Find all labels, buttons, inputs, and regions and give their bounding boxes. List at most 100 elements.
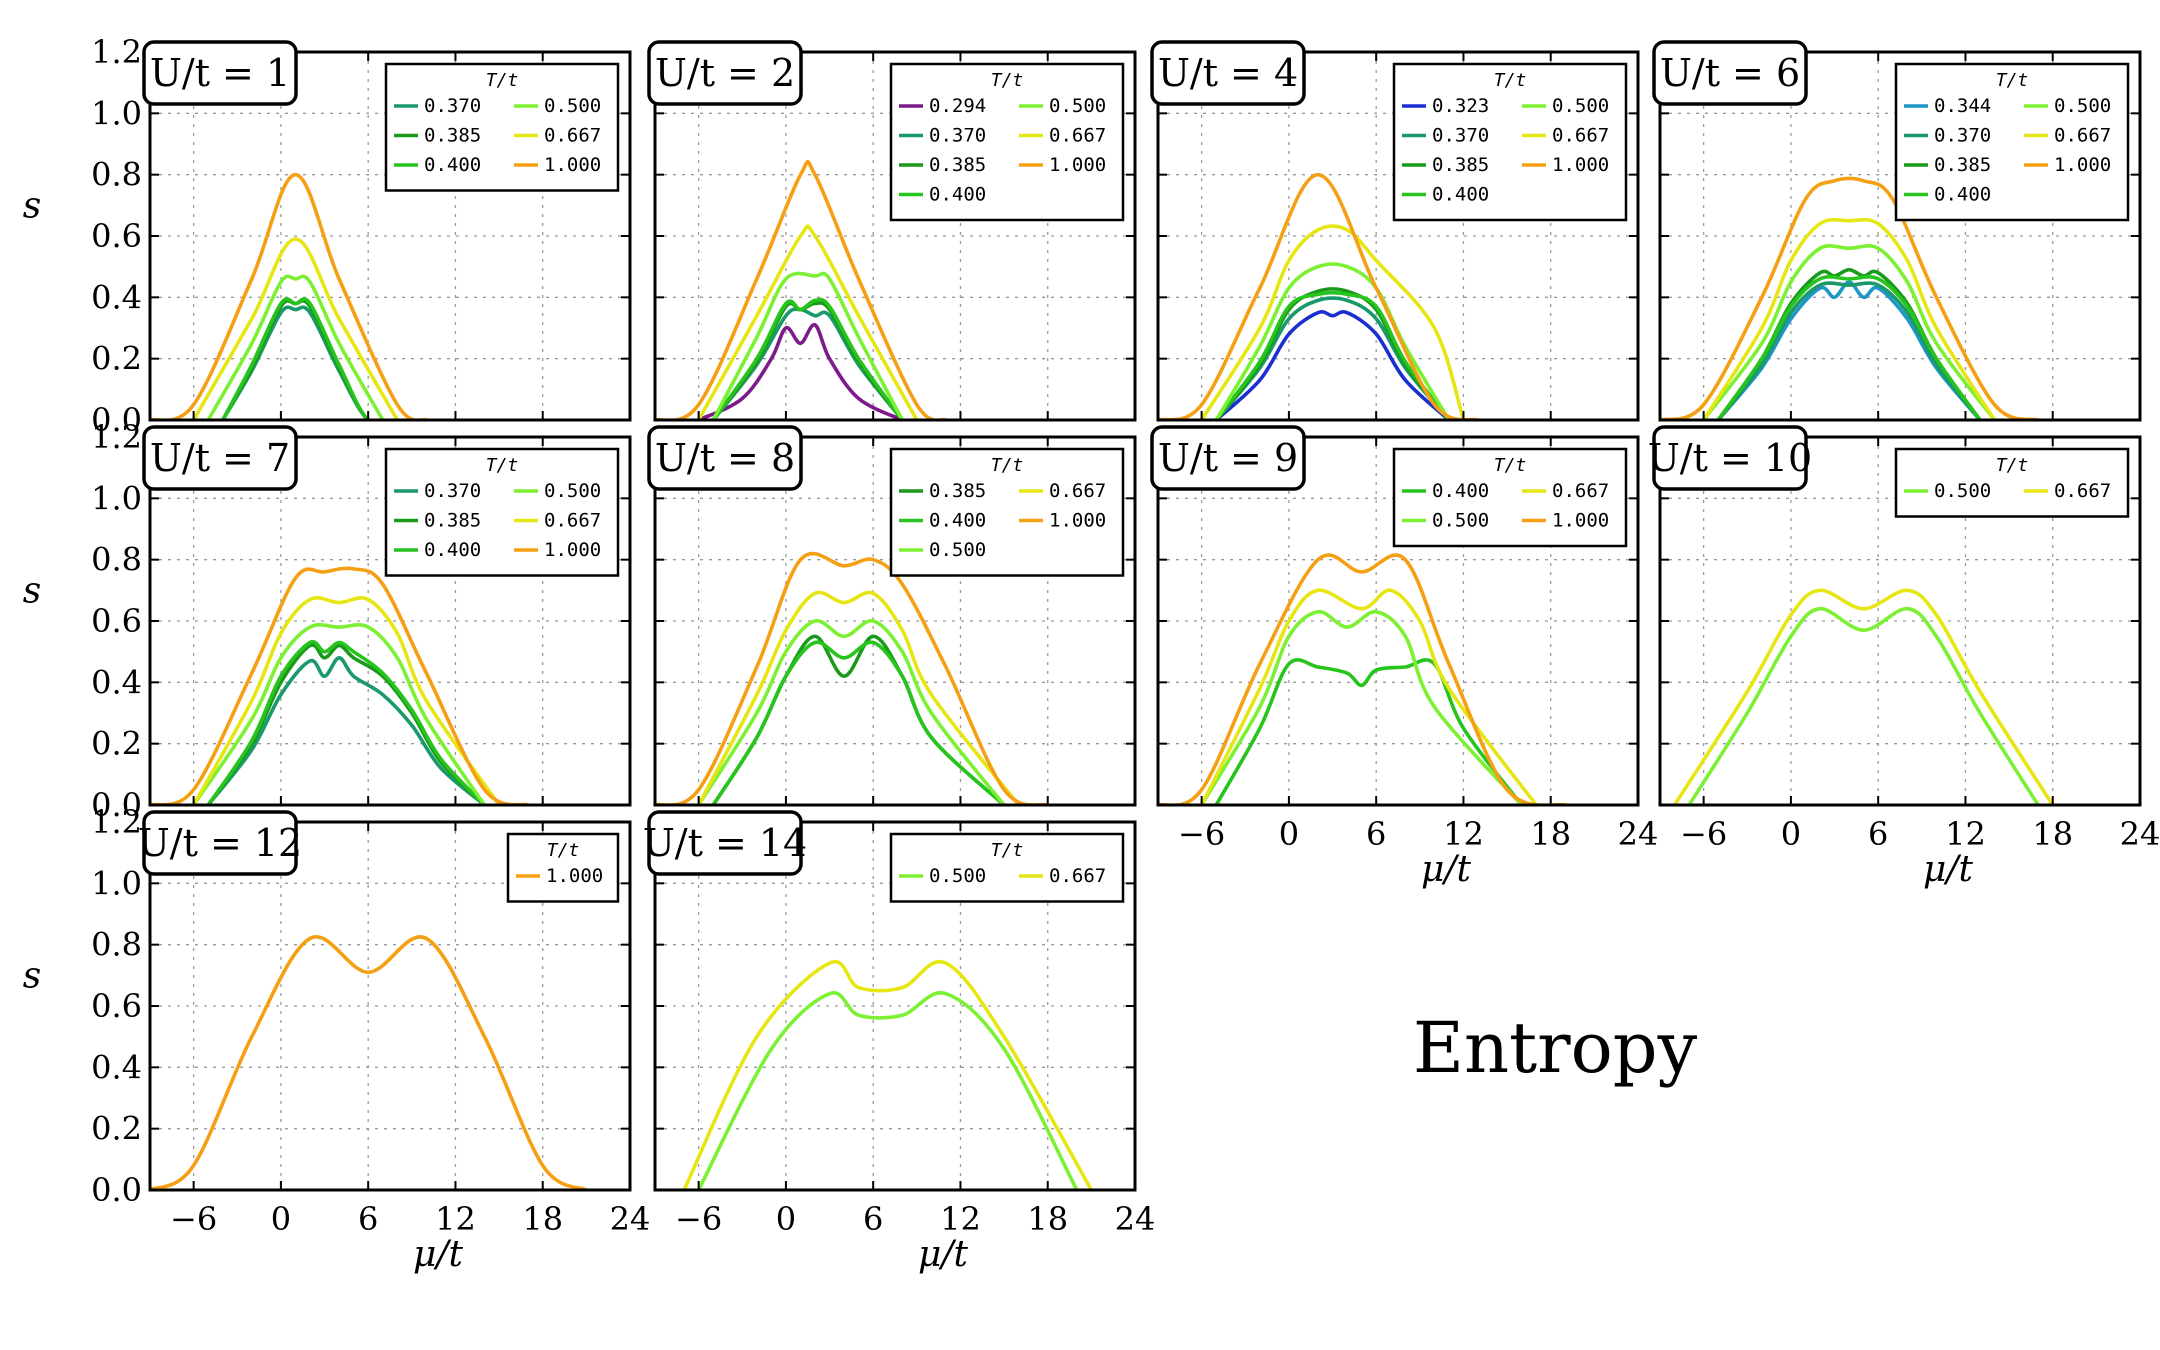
legend-box bbox=[889, 62, 1125, 222]
x-tick-label: 18 bbox=[1530, 815, 1571, 853]
u-label: U/t = 10 bbox=[1648, 436, 1812, 480]
u-label-box bbox=[142, 425, 298, 491]
panel-u-12: 0.0 0.2 0.4 0.6 0.8 1.0 1.2 s −6 0 6 12 18 24 μ/t U/t =… bbox=[23, 803, 651, 1275]
series-line-0.385 bbox=[711, 301, 905, 420]
legend-box bbox=[1392, 62, 1628, 222]
y-tick-label: 0.8 bbox=[91, 156, 142, 194]
legend-entry: 0.400 bbox=[424, 539, 481, 561]
series-line-0.400 bbox=[1214, 290, 1451, 420]
legend-box bbox=[1894, 447, 2130, 518]
u-label-box bbox=[647, 810, 803, 876]
x-tick-label: −6 bbox=[170, 1200, 217, 1238]
u-label-box bbox=[142, 40, 298, 106]
series-line-0.667 bbox=[191, 596, 501, 805]
series-line-0.400 bbox=[1716, 275, 1982, 420]
series-line-0.667 bbox=[1701, 217, 1997, 420]
series-line-0.500 bbox=[696, 991, 1079, 1190]
series-line-0.344 bbox=[1716, 280, 1982, 420]
x-tick-label: 12 bbox=[940, 1200, 981, 1238]
legend-entry: 0.400 bbox=[1934, 184, 1991, 206]
legend-entry: 0.385 bbox=[1934, 154, 1991, 176]
panel-u-4: U/t = 4 T/t0.323 0.370 0.385 0.400 0.500 0.667… bbox=[1150, 40, 1640, 422]
u-label: U/t = 12 bbox=[138, 821, 302, 865]
series-group bbox=[1158, 553, 1568, 805]
legend-entry: 0.500 bbox=[1432, 510, 1489, 532]
series-line-0.500 bbox=[1687, 606, 2040, 805]
x-tick-label: 18 bbox=[1027, 1200, 1068, 1238]
x-tick-label: 12 bbox=[435, 1200, 476, 1238]
series-line-0.667 bbox=[1199, 588, 1538, 805]
y-axis-label: s bbox=[23, 956, 41, 997]
x-tick-label: 6 bbox=[863, 1200, 883, 1238]
legend-entry: 0.385 bbox=[424, 510, 481, 532]
x-tick-label: 24 bbox=[610, 1200, 651, 1238]
legend-title: T/t bbox=[991, 840, 1024, 861]
legend-box bbox=[889, 832, 1125, 903]
legend-entry: 0.400 bbox=[929, 184, 986, 206]
x-tick-label: 6 bbox=[1366, 815, 1386, 853]
series-line-1.000 bbox=[655, 159, 948, 420]
x-tick-label: 18 bbox=[522, 1200, 563, 1238]
legend-box bbox=[1894, 62, 2130, 222]
legend-title: T/t bbox=[991, 455, 1024, 476]
series-line-0.400 bbox=[711, 297, 905, 420]
legend-title: T/t bbox=[486, 455, 519, 476]
legend-entry: 0.370 bbox=[424, 95, 481, 117]
panel-u-9: −6 0 6 12 18 24 μ/t U/t = 9 T/t0.400 0.500 0.667 1.… bbox=[1150, 425, 1659, 890]
series-line-0.323 bbox=[1214, 310, 1451, 420]
y-tick-label: 1.0 bbox=[91, 864, 142, 902]
x-axis-label: μ/t bbox=[918, 1234, 969, 1275]
legend-entry: 0.370 bbox=[1432, 125, 1489, 147]
legend-entry: 0.370 bbox=[1934, 125, 1991, 147]
x-tick-label: −6 bbox=[675, 1200, 722, 1238]
x-tick-label: 6 bbox=[1868, 815, 1888, 853]
legend-entry: 0.385 bbox=[1432, 154, 1489, 176]
legend-title: T/t bbox=[486, 70, 519, 91]
x-axis-label: μ/t bbox=[413, 1234, 464, 1275]
series-line-1.000 bbox=[1158, 172, 1480, 420]
series-line-0.500 bbox=[206, 274, 385, 420]
series-line-0.500 bbox=[1701, 243, 1997, 420]
series-line-0.385 bbox=[1716, 267, 1982, 420]
legend: T/t0.500 0.667 bbox=[1894, 447, 2130, 518]
legend-title: T/t bbox=[1494, 70, 1527, 91]
series-line-0.500 bbox=[191, 623, 487, 805]
x-tick-label: 24 bbox=[1618, 815, 1659, 853]
y-tick-label: 0.4 bbox=[91, 278, 142, 316]
legend: T/t0.294 0.370 0.385 0.400 0.500 0.667 1.000 bbox=[889, 62, 1125, 222]
u-label-box bbox=[647, 40, 803, 106]
series-line-0.370 bbox=[206, 656, 487, 805]
y-tick-label: 0.6 bbox=[91, 217, 142, 255]
x-tick-label: 6 bbox=[358, 1200, 378, 1238]
legend-entry: 0.667 bbox=[544, 510, 601, 532]
y-tick-label: 0.8 bbox=[91, 541, 142, 579]
panel-u-10: −6 0 6 12 18 24 μ/t U/t = 10 T/t0.500 0.667 bbox=[1648, 425, 2160, 890]
u-label-box bbox=[1150, 425, 1306, 491]
u-label: U/t = 8 bbox=[655, 436, 795, 480]
u-label: U/t = 1 bbox=[150, 51, 290, 95]
x-tick-label: 0 bbox=[1781, 815, 1801, 853]
y-tick-label: 1.2 bbox=[91, 803, 142, 841]
y-tick-label: 0.2 bbox=[91, 725, 142, 763]
legend-entry: 0.400 bbox=[929, 510, 986, 532]
legend: T/t0.370 0.385 0.400 0.500 0.667 1.000 bbox=[384, 62, 620, 192]
series-group bbox=[1660, 176, 2040, 420]
u-label: U/t = 7 bbox=[150, 436, 290, 480]
u-label-box bbox=[1150, 40, 1306, 106]
legend-entry: 0.294 bbox=[929, 95, 986, 117]
u-label-box bbox=[647, 425, 803, 491]
legend-title: T/t bbox=[1996, 455, 2029, 476]
series-line-0.667 bbox=[191, 237, 400, 420]
x-tick-label: 0 bbox=[1279, 815, 1299, 853]
series-line-0.400 bbox=[1214, 658, 1524, 805]
legend-entry: 0.667 bbox=[1049, 480, 1106, 502]
series-group bbox=[1158, 172, 1480, 420]
u-label-box bbox=[1652, 425, 1808, 491]
legend: T/t0.344 0.370 0.385 0.400 0.500 0.667 1.000 bbox=[1894, 62, 2130, 222]
figure-title: Entropy bbox=[1413, 1007, 1698, 1089]
legend-entry: 0.500 bbox=[1552, 95, 1609, 117]
series-group bbox=[1672, 588, 2055, 805]
legend-entry: 0.500 bbox=[1934, 480, 1991, 502]
legend-entry: 1.000 bbox=[1049, 510, 1106, 532]
